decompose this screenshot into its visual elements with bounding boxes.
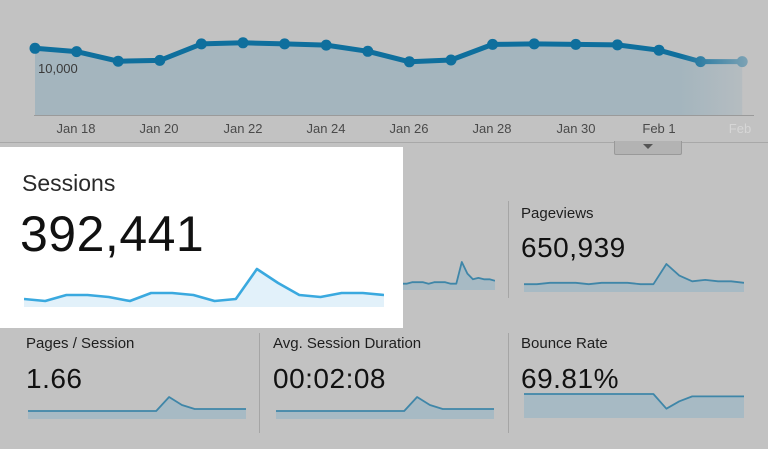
sessions-point[interactable] — [29, 42, 41, 54]
bounce-rate-value: 69.81% — [521, 363, 619, 394]
avg-session-duration-label: Avg. Session Duration — [273, 335, 422, 352]
sessions-point[interactable] — [154, 54, 166, 66]
sessions-point[interactable] — [653, 44, 665, 56]
sessions-point[interactable] — [112, 55, 124, 67]
x-tick-jan-20: Jan 20 — [139, 121, 179, 136]
pageviews-sparkline — [524, 263, 744, 292]
avg-session-duration-value: 00:02:08 — [273, 363, 386, 394]
sparkline-line — [524, 393, 744, 410]
pageviews-label: Pageviews — [521, 205, 594, 222]
pageviews-value: 650,939 — [521, 232, 626, 263]
sparkline-line — [24, 267, 384, 303]
x-tick-jan-28: Jan 28 — [472, 121, 512, 136]
sessions-point[interactable] — [487, 38, 499, 50]
sessions-line — [34, 40, 743, 65]
sessions-value: 392,441 — [20, 206, 205, 262]
x-tick-jan-22: Jan 22 — [223, 121, 263, 136]
sparkline-line — [28, 396, 246, 412]
sessions-point[interactable] — [195, 38, 207, 50]
pages-per-session-label: Pages / Session — [26, 335, 135, 352]
x-tick-feb-1: Feb 1 — [642, 121, 676, 136]
sessions-area — [35, 42, 743, 115]
sparkline-area — [403, 262, 495, 290]
sessions-point[interactable] — [71, 46, 83, 58]
sparkline-area — [524, 264, 744, 292]
users-sparkline — [403, 261, 495, 290]
y-axis-label: 10,000 — [38, 61, 78, 76]
sessions-point[interactable] — [611, 39, 623, 51]
sparkline-line — [276, 396, 494, 412]
metric-divider — [259, 333, 260, 433]
sessions-highlight-card[interactable]: Sessions 392,441 — [0, 147, 403, 328]
sessions-point[interactable] — [403, 56, 415, 68]
sparkline-area — [28, 397, 246, 419]
x-tick-jan-24: Jan 24 — [306, 121, 346, 136]
bounce-rate-label: Bounce Rate — [521, 335, 608, 352]
x-tick-jan-18: Jan 18 — [56, 121, 96, 136]
right-edge-fade — [680, 0, 768, 150]
sessions-over-time-chart — [29, 0, 768, 150]
pages-per-session-value: 1.66 — [26, 363, 83, 394]
chart-baseline — [34, 115, 754, 116]
sparkline-line — [403, 261, 495, 285]
sessions-point[interactable] — [528, 38, 540, 50]
metric-divider — [508, 333, 509, 433]
sparkline-area — [276, 397, 494, 419]
pages-per-session-sparkline — [28, 396, 246, 419]
x-tick-jan-30: Jan 30 — [556, 121, 596, 136]
x-tick-jan-26: Jan 26 — [389, 121, 429, 136]
chart-collapse-toggle[interactable] — [614, 141, 682, 155]
sparkline-line — [524, 263, 744, 286]
chart-bottom-border — [0, 142, 768, 143]
sparkline-area — [24, 269, 384, 307]
sessions-point[interactable] — [445, 54, 457, 66]
sessions-point[interactable] — [320, 39, 332, 51]
sessions-point[interactable] — [362, 45, 374, 57]
x-tick-feb: Feb — [728, 121, 752, 136]
avg-session-duration-sparkline — [276, 396, 494, 419]
bounce-rate-sparkline — [524, 393, 744, 418]
sessions-point[interactable] — [279, 38, 291, 50]
sessions-label: Sessions — [22, 170, 116, 196]
sessions-sparkline — [24, 267, 384, 307]
sessions-point[interactable] — [570, 38, 582, 50]
sessions-point[interactable] — [237, 37, 249, 49]
sparkline-area — [524, 394, 744, 418]
metric-divider — [508, 201, 509, 298]
caret-down-icon — [643, 144, 653, 149]
